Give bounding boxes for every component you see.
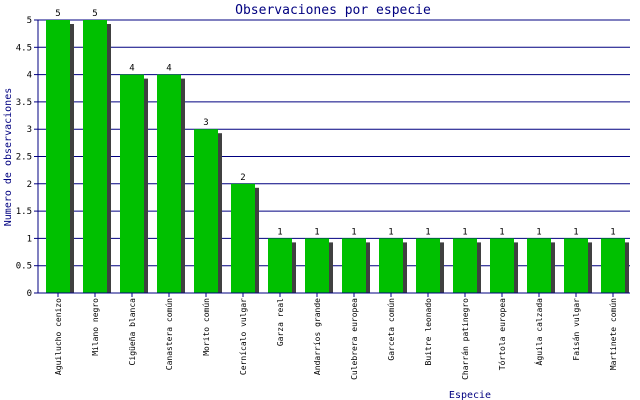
bar (83, 20, 107, 293)
bar (46, 20, 70, 293)
y-tick-label: 1.5 (16, 207, 32, 217)
data-label: 1 (536, 227, 541, 237)
y-tick-label: 5 (27, 16, 32, 26)
y-tick-label: 2.5 (16, 153, 32, 163)
bar (490, 238, 514, 293)
data-label: 4 (166, 64, 171, 74)
x-tick-label: Garza real (276, 298, 285, 346)
x-tick-label: Faisán vulgar (572, 298, 581, 361)
x-tick-label: Aguilucho cenizo (54, 298, 63, 375)
bar (342, 238, 366, 293)
x-tick-label: Buitre leonado (424, 298, 433, 366)
bar (564, 238, 588, 293)
bars (46, 20, 629, 293)
x-tick-label: Cernícalo vulgar (239, 298, 248, 375)
bar (453, 238, 477, 293)
y-tick-label: 3 (27, 125, 32, 135)
bar (416, 238, 440, 293)
data-label: 1 (277, 227, 282, 237)
bar (305, 238, 329, 293)
x-tick-label: Garceta común (387, 298, 396, 361)
y-axis-label: Numero de observaciones (3, 88, 14, 226)
y-tick-label: 0.5 (16, 262, 32, 272)
bar (231, 183, 255, 293)
data-label: 1 (351, 227, 356, 237)
data-label: 5 (55, 9, 60, 19)
x-tick-label: Cigüeña blanca (128, 298, 137, 366)
x-tick-label: Tórtola europea (497, 298, 507, 370)
x-tick-label: Charrán patinegro (461, 298, 470, 380)
y-tick-label: 4.5 (16, 43, 32, 53)
data-label: 4 (129, 64, 134, 74)
bar (268, 238, 292, 293)
data-label: 2 (240, 173, 245, 183)
axes (34, 19, 630, 297)
x-tick-label: Canastera común (165, 298, 174, 370)
data-label: 1 (573, 227, 578, 237)
bar (120, 74, 144, 293)
y-tick-label: 1 (27, 234, 32, 244)
x-tick-label: Morito común (202, 298, 211, 356)
data-label: 1 (388, 227, 393, 237)
bar (379, 238, 403, 293)
bar (194, 129, 218, 293)
chart-title: Observaciones por especie (235, 3, 431, 18)
x-tick-label: Culebrera europea (350, 298, 359, 380)
data-label: 1 (314, 227, 319, 237)
data-label: 5 (92, 9, 97, 19)
x-tick-label: Andarríos grande (313, 298, 322, 375)
data-label: 1 (610, 227, 615, 237)
data-label: 3 (203, 118, 208, 128)
data-label: 1 (462, 227, 467, 237)
y-tick-label: 4 (27, 71, 32, 81)
x-tick-label: Águila calzada (533, 298, 544, 366)
x-axis-label: Especie (449, 390, 491, 400)
data-label: 1 (499, 227, 504, 237)
data-label: 1 (425, 227, 430, 237)
bar (527, 238, 551, 293)
tick-labels: 0 0.5 1 1.5 2 2.5 3 3.5 4 4.5 5 5 Aguilucho cenizo 5 M… (16, 9, 618, 380)
y-tick-label: 3.5 (16, 98, 32, 108)
bar (601, 238, 625, 293)
y-tick-label: 2 (27, 180, 32, 190)
x-tick-label: Milano negro (91, 298, 100, 356)
bar (157, 74, 181, 293)
x-tick-label: Martinete común (609, 298, 618, 370)
y-tick-label: 0 (27, 289, 32, 299)
